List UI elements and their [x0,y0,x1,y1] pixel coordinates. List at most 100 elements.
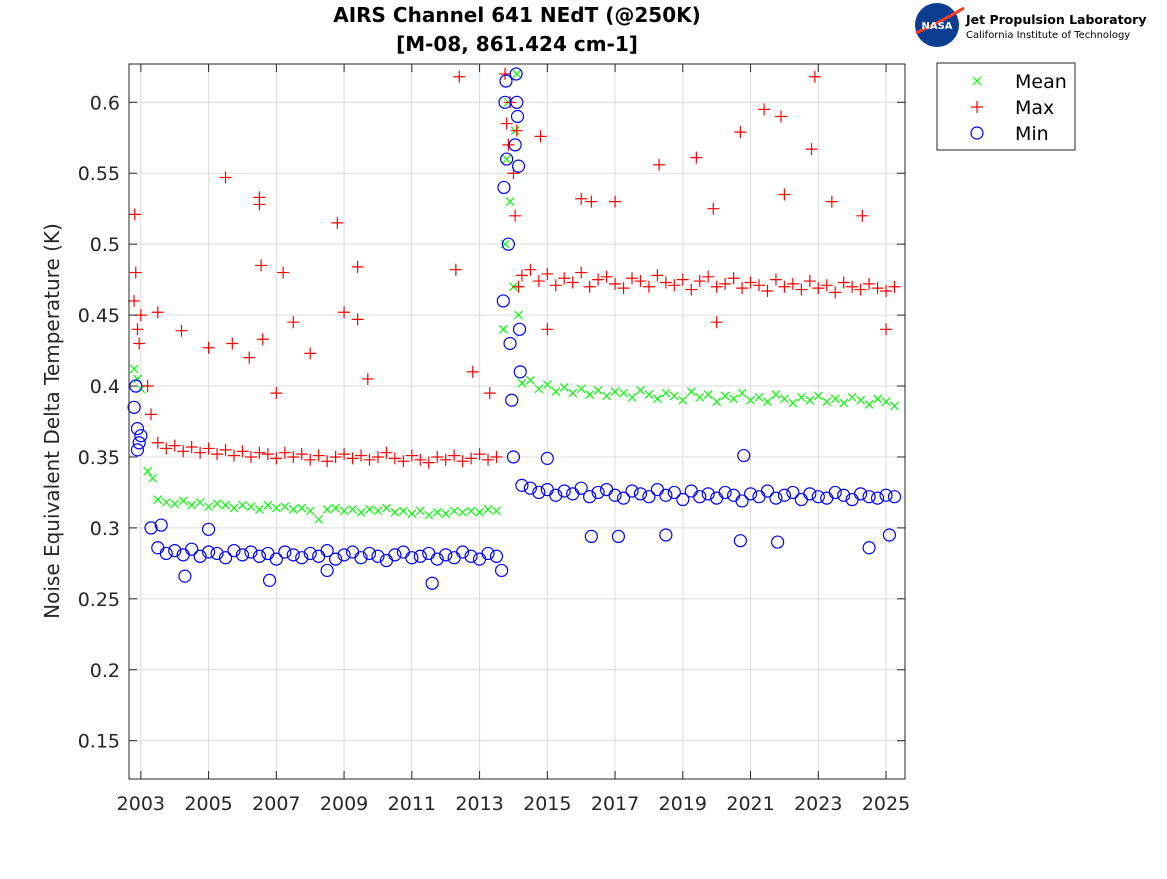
mean-point [305,506,315,516]
max-point [277,266,290,279]
axis-ticks: 2003 2005 2007 2009 2011 2013 2015 2017 2019 2021… [78,64,910,815]
min-point [882,528,897,542]
data-marks [127,67,902,590]
nasa-logo-text: NASA [921,21,952,32]
mean-point [221,500,230,510]
min-point [210,546,224,561]
mean-point [458,507,468,517]
x-marker-stroke [822,397,832,407]
min-point [854,487,868,501]
legend-min-marker-icon [970,126,984,140]
max-point [253,198,266,211]
max-point [534,130,547,143]
x-marker-stroke [559,383,569,392]
min-point [269,552,283,566]
x-marker-stroke [512,69,522,79]
x-marker-stroke [864,400,874,409]
mean-point [204,502,214,512]
x-marker-stroke [254,505,264,514]
min-point [599,482,614,497]
max-point [880,323,893,336]
mean-point [238,500,247,510]
min-point [439,548,453,562]
min-point [371,549,385,563]
min-point [132,436,146,450]
x-tick-label: 2005 [184,793,232,815]
mean-point [502,154,512,164]
max-point [775,110,788,123]
x-marker-stroke [619,388,628,398]
max-point [145,408,158,421]
x-marker-stroke [390,507,400,517]
max-point [253,446,266,459]
max-point [312,449,325,462]
min-point [201,522,216,536]
min-point [676,492,690,507]
mean-point [170,499,180,509]
max-point [575,266,588,279]
x-marker-stroke [356,507,366,517]
mean-point [805,395,815,405]
mean-point [788,398,798,408]
min-point [218,551,233,565]
mean-point [187,500,197,510]
x-marker-stroke [339,506,349,516]
max-point [466,365,479,378]
min-point [752,490,766,504]
mean-point [754,392,764,402]
y-tick-label: 0.6 [90,92,120,114]
max-point [295,448,308,461]
x-marker-stroke [498,324,508,334]
mean-point [424,510,434,520]
min-point [151,541,165,555]
max-point [256,333,269,346]
mean-point [339,506,349,516]
min-point [584,529,598,544]
mean-point [441,509,451,519]
min-point [549,488,563,502]
x-marker-stroke [754,392,764,402]
max-point [453,70,466,83]
x-marker-stroke [779,394,789,404]
x-marker-stroke [678,395,688,405]
mean-point [382,503,391,513]
mean-point [602,391,612,401]
min-point [642,490,656,504]
max-point [338,306,351,319]
min-point [591,485,605,500]
min-point [769,491,783,505]
max-point [808,70,821,83]
max-point [541,267,554,280]
x-marker-stroke [458,507,468,517]
x-marker-stroke [246,502,256,512]
min-point [244,545,258,559]
min-point [794,492,808,507]
min-point [362,546,377,561]
max-point [175,324,188,337]
max-point [380,446,393,459]
max-point [361,372,374,385]
x-marker-stroke [542,380,552,390]
max-point [510,124,523,137]
max-point [795,283,808,296]
min-point [447,551,461,565]
min-point [777,488,792,502]
y-tick-label: 0.5 [90,234,120,256]
x-marker-stroke [720,391,730,401]
mean-point [475,507,484,517]
max-point [194,446,207,459]
max-point [255,259,268,272]
y-tick-label: 0.15 [78,731,120,753]
min-point [154,518,168,532]
min-point [235,548,250,562]
min-point [178,569,192,583]
min-point [261,546,275,561]
x-marker-stroke [652,394,662,404]
max-point [261,448,274,461]
mean-point [644,390,654,399]
x-marker-stroke [712,397,722,407]
max-point [397,455,410,468]
x-marker-stroke [153,495,163,504]
mean-point [576,384,586,394]
